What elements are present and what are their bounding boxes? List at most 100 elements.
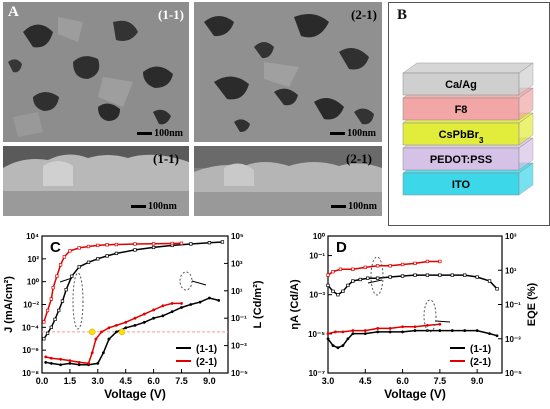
series-point — [94, 337, 98, 341]
right-y-axis-label: L (Cd/m²) — [252, 280, 264, 328]
series-point — [475, 329, 479, 332]
annotation-oval — [370, 256, 384, 296]
series-point — [62, 255, 66, 259]
layer-top-face — [402, 62, 534, 74]
series-point — [179, 241, 184, 245]
layer-side-face — [518, 112, 534, 146]
annotation-arrow — [435, 320, 451, 323]
layer-label: CsPbBr3 — [439, 129, 484, 145]
layer-side-face — [518, 137, 534, 171]
series-point — [331, 270, 335, 274]
layer-side-face — [518, 62, 534, 96]
right-y-tick-label: 10⁻⁵ — [231, 369, 248, 378]
series-point — [346, 283, 350, 288]
series-point — [189, 242, 193, 246]
series-point — [115, 330, 118, 334]
series-point — [152, 308, 156, 312]
scale-label: 100nm — [154, 128, 183, 139]
legend-label: (1-1) — [470, 344, 491, 355]
series-point — [42, 320, 46, 324]
series-point — [114, 251, 119, 256]
series-point — [475, 275, 479, 279]
series-point — [426, 324, 429, 327]
series-point — [351, 267, 355, 271]
series-point — [331, 344, 335, 347]
series-point — [133, 242, 137, 246]
layer-label: PEDOT:PSS — [430, 154, 492, 166]
legend-label: (2-1) — [470, 357, 491, 368]
series-point — [495, 334, 499, 338]
series-point — [413, 261, 417, 266]
series-point — [334, 330, 337, 334]
left-y-tick-label: 10² — [27, 255, 39, 264]
sample-label: (2-1) — [351, 7, 377, 22]
sem-top-left: A (1-1) 100nm — [3, 2, 189, 142]
series-point — [438, 259, 442, 264]
left-y-tick-label: 10⁻⁶ — [22, 346, 39, 355]
series-point — [488, 332, 491, 335]
series-point — [161, 304, 165, 308]
x-tick-label: 9.0 — [471, 376, 484, 386]
device-stack-diagram: ITO PEDOT:PSS CsPbBr3 F8 Ca/Ag — [402, 62, 534, 196]
series-point — [351, 279, 355, 283]
sem-bottom-left: (1-1) 100nm — [3, 146, 189, 216]
series-point — [68, 249, 72, 253]
series-point — [44, 360, 48, 364]
series-point — [358, 277, 362, 282]
series-line — [45, 297, 219, 366]
series-point — [51, 285, 55, 290]
series-point — [114, 242, 119, 247]
left-y-tick-label: 10⁻² — [23, 301, 39, 310]
right-y-axis-label: EQE (%) — [526, 282, 538, 326]
series-point — [487, 279, 492, 283]
series-point — [363, 265, 367, 270]
series-point — [376, 330, 380, 334]
series-point — [376, 327, 380, 330]
legend-label: (1-1) — [196, 344, 217, 355]
series-point — [87, 362, 90, 365]
right-y-tick-label: 10⁻¹ — [505, 301, 521, 310]
device-stack-panel: B ITO PEDOT:PSS CsPbBr3 F8 Ca/Ag — [388, 2, 550, 226]
panel-label: C — [50, 239, 61, 256]
left-y-tick-label: 10⁰ — [313, 232, 326, 241]
series-point — [336, 346, 340, 350]
series-point — [70, 274, 74, 278]
right-y-tick-label: 10³ — [231, 259, 243, 268]
series-point — [463, 329, 467, 332]
sem-texture — [3, 2, 189, 142]
series-point — [107, 326, 111, 330]
right-y-tick-label: 10¹ — [231, 287, 243, 296]
series-point — [363, 329, 367, 332]
series-point — [170, 310, 174, 314]
x-tick-label: 3.0 — [92, 376, 105, 386]
chart-d: 3.0 4.5 6.0 7.5 9.0 10⁻⁷ 10⁻⁵ 10⁻³ 10⁻¹ 10⁰ 10⁻⁵ 10… — [289, 232, 538, 401]
series-point — [96, 243, 100, 248]
series-point — [351, 332, 355, 335]
series-point — [100, 330, 103, 334]
series-point — [151, 245, 156, 250]
series-point — [363, 332, 367, 335]
x-tick-label: 7.5 — [175, 376, 188, 386]
series-point — [388, 275, 392, 279]
right-y-tick-label: 10⁵ — [231, 232, 244, 241]
series-point — [341, 330, 345, 334]
series-point — [44, 355, 48, 359]
x-tick-label: 6.0 — [147, 376, 160, 386]
series-point — [49, 362, 53, 365]
panel-b-label: B — [397, 7, 408, 23]
left-y-tick-label: 10⁻⁸ — [22, 369, 39, 378]
series-point — [105, 243, 109, 247]
layer-side-face — [518, 162, 534, 196]
series-point — [180, 306, 183, 309]
series-point — [57, 308, 61, 313]
series-point — [60, 299, 65, 303]
x-axis-label: Voltage (V) — [104, 387, 166, 401]
series-point — [326, 337, 330, 341]
layer-label: ITO — [452, 179, 471, 191]
series-point — [341, 289, 345, 293]
series-point — [341, 344, 345, 347]
series-point — [45, 331, 50, 335]
series-point — [105, 254, 109, 258]
stack-layer: Ca/Ag — [402, 62, 534, 96]
x-tick-label: 1.5 — [64, 376, 77, 386]
